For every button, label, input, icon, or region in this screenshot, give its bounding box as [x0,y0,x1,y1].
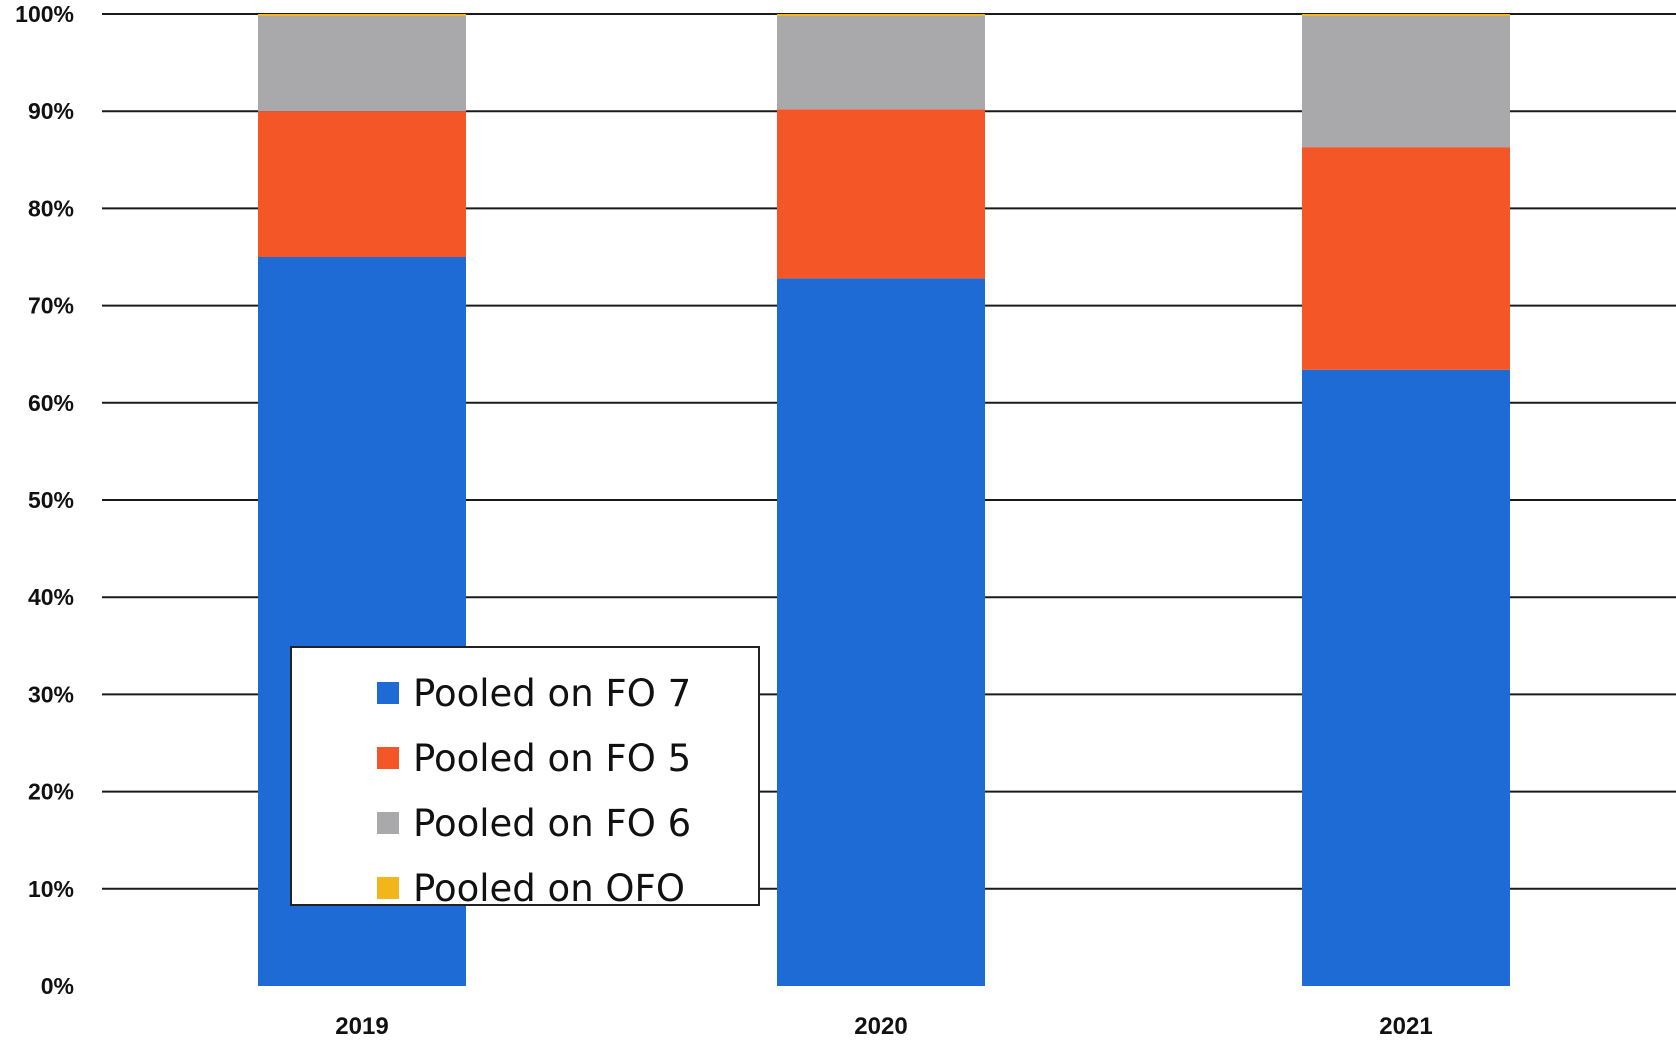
bar-segment [1302,369,1510,986]
y-tick-label: 50% [28,487,74,513]
legend-label: Pooled on OFO [413,866,685,910]
bar-segment [777,14,985,16]
bar-segment [777,15,985,110]
bars [258,14,1510,986]
x-category-label: 2020 [854,1013,907,1040]
legend-swatch [377,682,399,704]
legend-label: Pooled on FO 5 [413,736,692,780]
y-tick-label: 20% [28,779,74,805]
legend-item: Pooled on OFO [377,862,685,914]
legend-item: Pooled on FO 5 [377,732,691,784]
bar-segment [1302,15,1510,148]
legend-item: Pooled on FO 7 [377,667,691,719]
legend-swatch [377,877,399,899]
x-category-label: 2021 [1379,1013,1432,1040]
y-tick-label: 90% [28,98,74,124]
y-tick-label: 30% [28,681,74,707]
bar-segment [777,109,985,279]
legend-label: Pooled on FO 7 [413,671,692,715]
x-axis-category-labels: 2019 2020 2021 [335,1013,1432,1040]
bar-segment [777,278,985,986]
bar-segment [258,15,466,112]
legend: Pooled on FO 7 Pooled on FO 5 Pooled on … [290,646,760,910]
y-axis-tick-labels: 0% 10% 20% 30% 40% 50% 60% 70% 80% 90% 100% [15,1,74,999]
y-tick-label: 100% [15,1,74,27]
bar-segment [1302,14,1510,16]
y-tick-label: 10% [28,876,74,902]
y-tick-label: 60% [28,390,74,416]
bar-segment [258,111,466,257]
bar-segment [258,14,466,16]
x-category-label: 2019 [335,1013,388,1040]
legend-label: Pooled on FO 6 [413,801,692,845]
bar-segment [1302,147,1510,370]
y-tick-label: 40% [28,584,74,610]
y-tick-label: 0% [41,973,74,999]
y-tick-label: 80% [28,195,74,221]
legend-swatch [377,747,399,769]
y-tick-label: 70% [28,293,74,319]
legend-swatch [377,812,399,834]
legend-item: Pooled on FO 6 [377,797,691,849]
